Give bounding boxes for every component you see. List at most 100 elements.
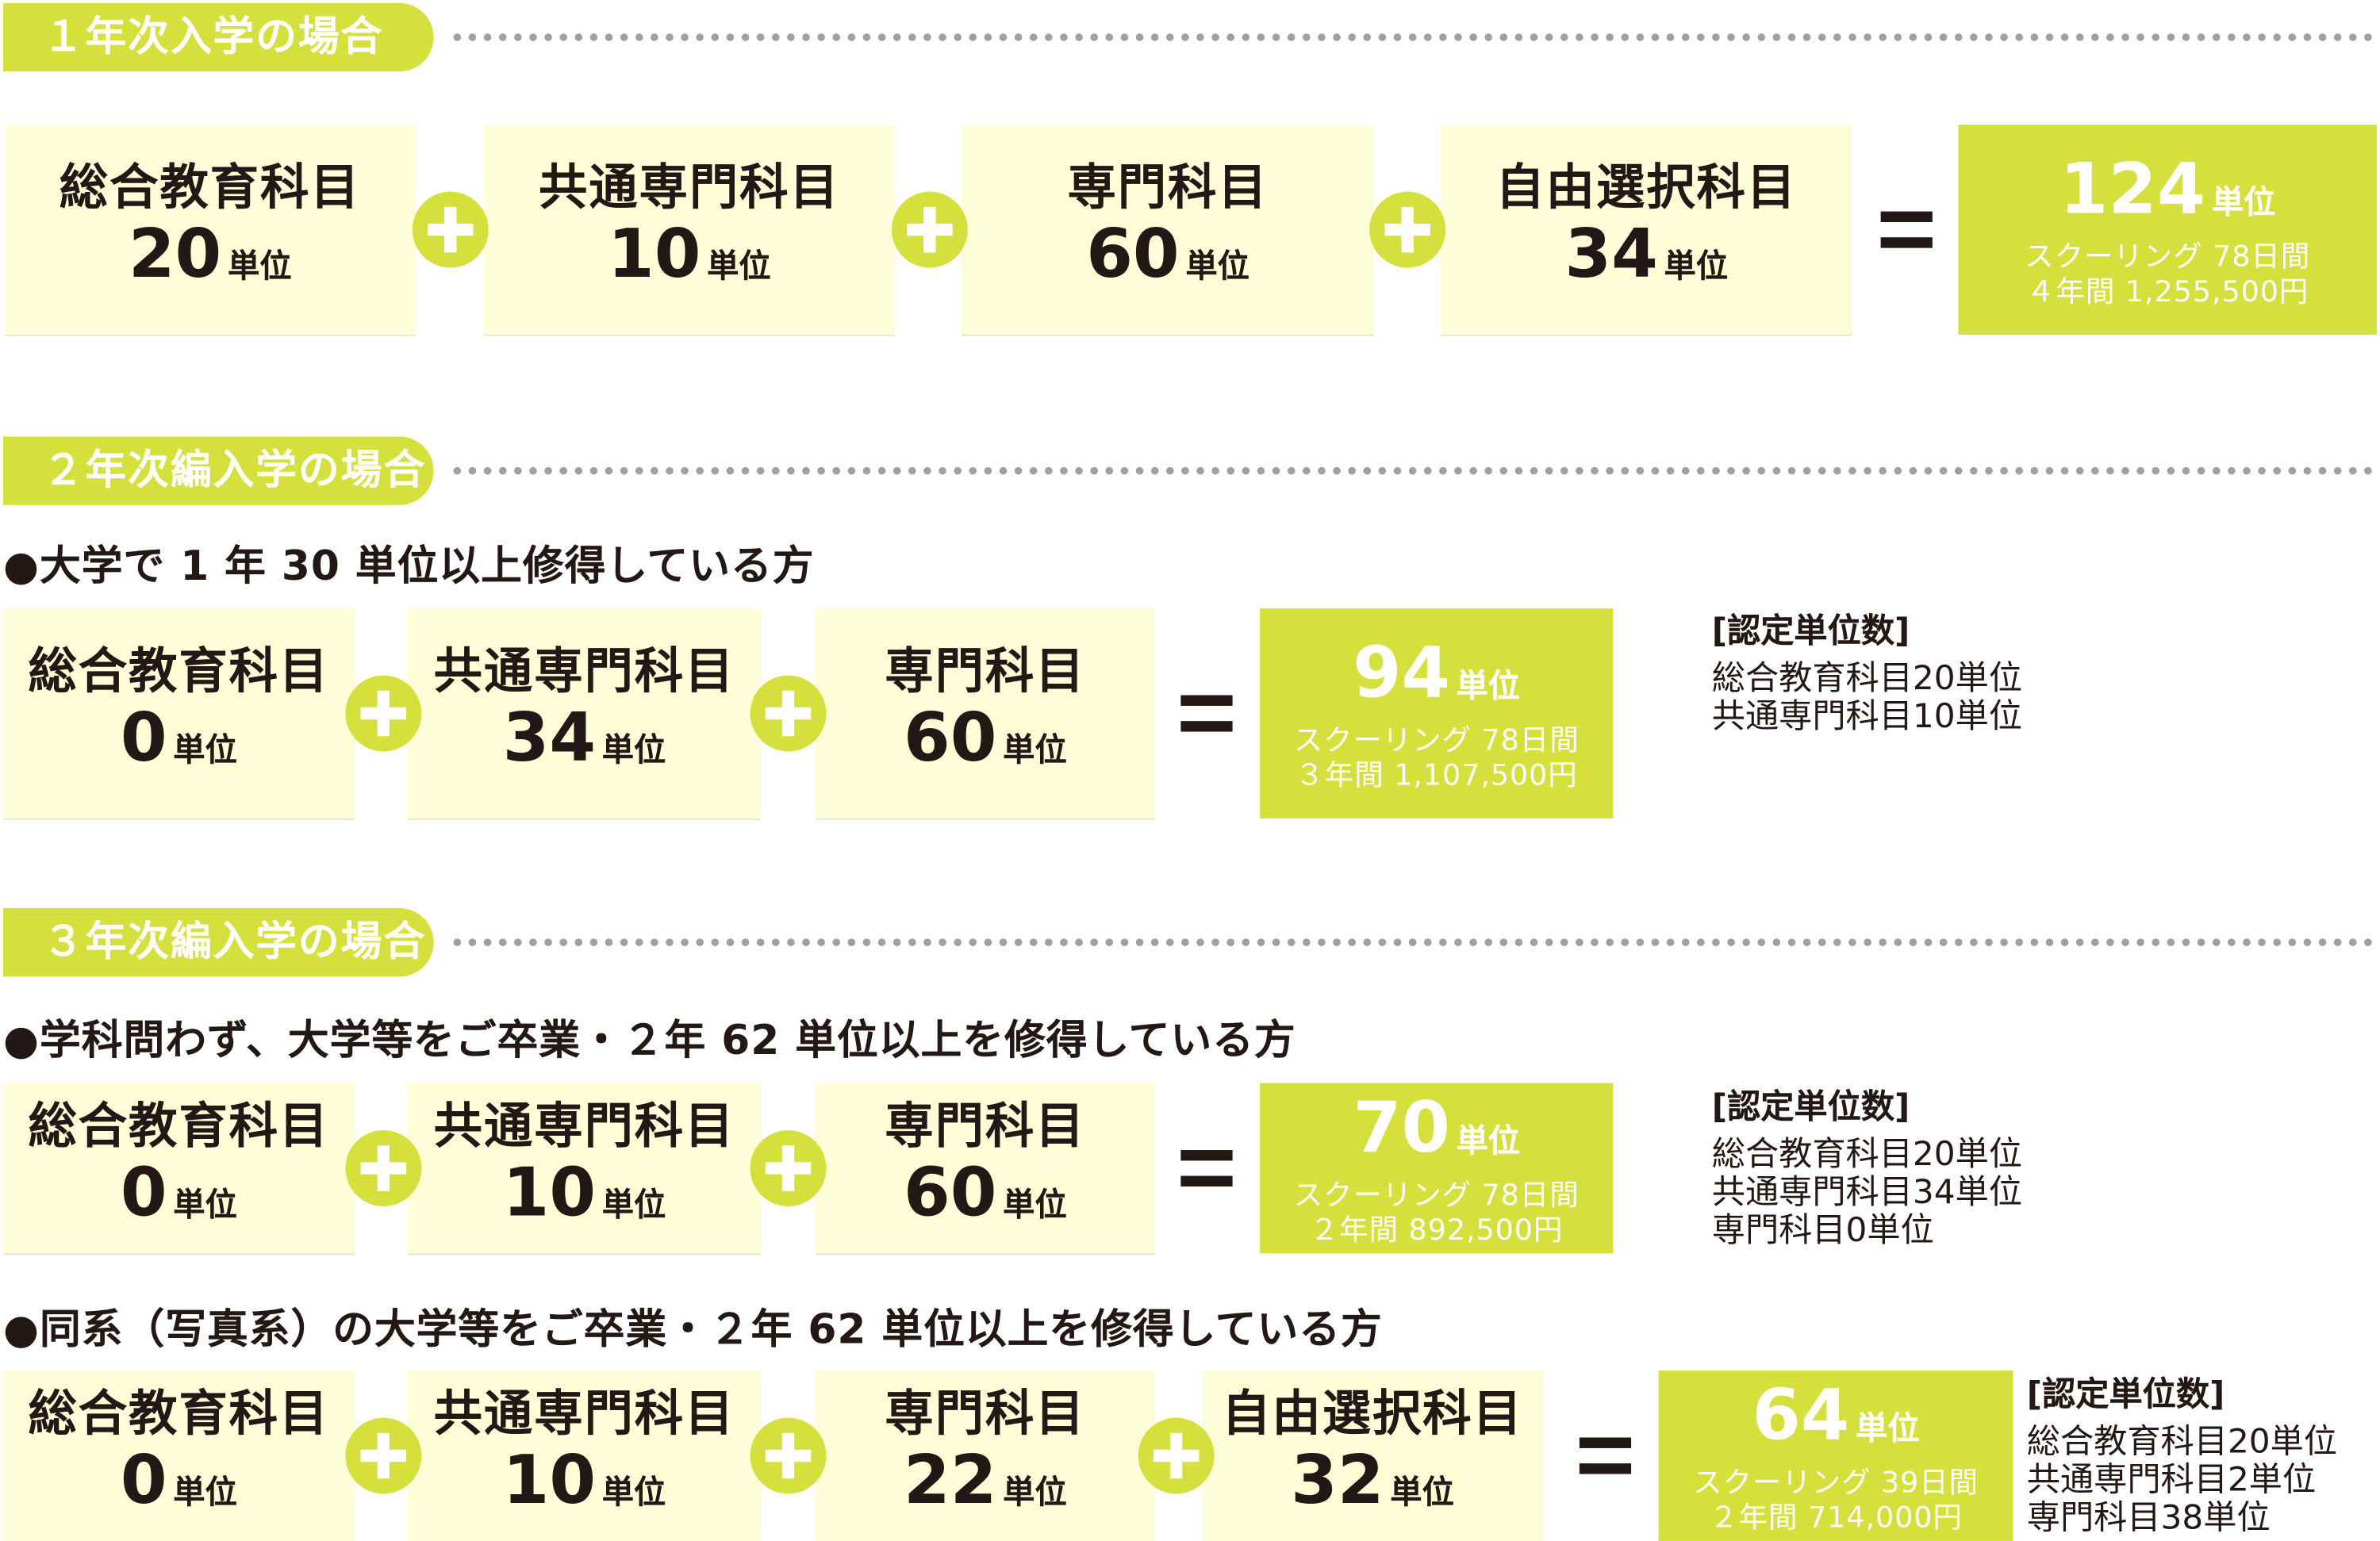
tuition-fee: ２年間 892,500円 [1309, 1213, 1564, 1247]
unit-label: 単位 [1003, 1186, 1067, 1223]
subject-box: 自由選択科目 34 単位 [1441, 125, 1852, 335]
subject-box: 総合教育科目 0 単位 [2, 1370, 355, 1541]
schooling-days: スクーリング 39日間 [1693, 1465, 1979, 1500]
case-subtitle: ●学科問わず、大学等をご卒業・２年 62 単位以上を修得している方 [2, 1018, 1296, 1065]
plus-icon [412, 191, 489, 268]
subject-units: 10 単位 [502, 1153, 666, 1242]
units-value: 60 [904, 1153, 997, 1232]
note-heading: [認定単位数] [2026, 1376, 2225, 1415]
units-value: 0 [120, 699, 167, 777]
unit-label: 単位 [1856, 1409, 1920, 1447]
units-value: 10 [608, 215, 701, 293]
subject-units: 60 単位 [904, 700, 1067, 787]
total-units-value: 70 [1353, 1085, 1450, 1168]
unit-label: 単位 [1456, 1121, 1521, 1159]
subject-name: 共通専門科目 [433, 1383, 735, 1442]
unit-label: 単位 [1456, 667, 1521, 704]
units-value: 32 [1291, 1441, 1384, 1520]
unit-label: 単位 [173, 1186, 237, 1223]
unit-label: 単位 [707, 247, 771, 284]
subject-units: 0 単位 [121, 700, 237, 787]
subject-units: 34 単位 [1564, 216, 1729, 303]
subject-box: 共通専門科目 34 単位 [408, 608, 761, 818]
note-line: 専門科目0単位 [1711, 1212, 1934, 1251]
total-box: 70 単位 スクーリング 78日間 ２年間 892,500円 [1260, 1083, 1614, 1254]
units-value: 10 [502, 1441, 597, 1520]
subject-units: 60 単位 [904, 1153, 1067, 1242]
section-header: １年次入学の場合 [2, 2, 434, 72]
subject-box: 共通専門科目 10 単位 [408, 1083, 761, 1254]
note-line: 専門科目38単位 [2026, 1500, 2271, 1539]
units-value: 0 [120, 1441, 167, 1520]
unit-label: 単位 [1664, 247, 1729, 284]
subject-units: 60 単位 [1086, 215, 1250, 303]
case-subtitle: ●同系（写真系）の大学等をご卒業・２年 62 単位以上を修得している方 [2, 1306, 1383, 1355]
dotted-divider [453, 466, 2374, 475]
unit-label: 単位 [1390, 1473, 1454, 1510]
note-line: 共通専門科目2単位 [2026, 1462, 2317, 1501]
total-units: 64 単位 [1752, 1376, 1920, 1466]
subject-name: 専門科目 [1067, 157, 1269, 216]
schooling-days: スクーリング 78日間 [1293, 723, 1580, 757]
subject-name: 専門科目 [885, 1383, 1086, 1442]
units-value: 60 [1086, 215, 1180, 293]
total-units: 124 単位 [2059, 150, 2275, 240]
plus-icon [1138, 1417, 1215, 1494]
subject-box: 総合教育科目 0 単位 [2, 608, 355, 818]
schooling-days: スクーリング 78日間 [2025, 240, 2311, 274]
plus-icon [750, 1130, 827, 1206]
unit-label: 単位 [1185, 247, 1250, 284]
subject-units: 22 単位 [904, 1441, 1067, 1529]
subject-name: 自由選択科目 [1495, 157, 1798, 216]
subject-name: 専門科目 [885, 641, 1086, 700]
dotted-divider [453, 938, 2374, 946]
tuition-fee: ４年間 1,255,500円 [2026, 274, 2309, 309]
units-value: 22 [904, 1441, 997, 1520]
subject-name: 共通専門科目 [538, 157, 840, 216]
equals-icon [1880, 211, 1933, 248]
unit-label: 単位 [601, 1473, 666, 1510]
subject-box: 専門科目 22 単位 [816, 1370, 1155, 1541]
subject-units: 0 単位 [120, 1441, 237, 1529]
plus-icon [750, 675, 827, 752]
note-line: 総合教育科目20単位 [1711, 660, 2023, 699]
subject-units: 34 単位 [503, 700, 666, 787]
note-line: 総合教育科目20単位 [1711, 1136, 2023, 1175]
equals-icon [1180, 1150, 1233, 1187]
tuition-fee: ３年間 1,107,500円 [1295, 758, 1578, 792]
subject-units: 10 単位 [502, 1441, 666, 1529]
total-box: 94 単位スクーリング 78日間 ３年間 1,107,500円 [1260, 608, 1614, 818]
plus-icon [345, 675, 422, 752]
subject-units: 20 単位 [128, 215, 292, 303]
note-heading: [認定単位数] [1711, 612, 1910, 651]
equals-icon [1180, 695, 1233, 732]
subject-box: 共通専門科目 10 単位 [483, 125, 895, 335]
subject-name: 総合教育科目 [28, 641, 330, 700]
equals-icon [1579, 1437, 1632, 1474]
unit-label: 単位 [173, 730, 237, 768]
note-line: 共通専門科目34単位 [1711, 1174, 2023, 1213]
total-units-value: 94 [1353, 631, 1450, 713]
total-units-value: 124 [2059, 147, 2206, 229]
recognized-credits-note: [認定単位数] 総合教育科目20単位 共通専門科目10単位 [1712, 613, 2022, 736]
plus-icon [345, 1417, 422, 1494]
total-box: 64 単位 スクーリング 39日間 ２年間 714,000円 [1658, 1370, 2013, 1541]
subject-units: 0 単位 [121, 1155, 237, 1242]
units-value: 10 [502, 1153, 597, 1232]
subject-name: 自由選択科目 [1222, 1383, 1523, 1442]
unit-label: 単位 [601, 730, 666, 768]
note-line: 総合教育科目20単位 [2026, 1424, 2338, 1462]
subject-box: 自由選択科目 32 単位 [1202, 1370, 1543, 1541]
unit-label: 単位 [173, 1473, 237, 1510]
units-value: 60 [904, 699, 997, 777]
unit-label: 単位 [1003, 1473, 1067, 1510]
units-value: 20 [128, 215, 222, 293]
tuition-fee: ２年間 714,000円 [1709, 1501, 1963, 1535]
subject-box: 専門科目 60 単位 [962, 125, 1374, 335]
note-heading: [認定単位数] [1711, 1089, 1910, 1128]
subject-name: 専門科目 [885, 1095, 1086, 1154]
subject-box: 共通専門科目 10 単位 [408, 1370, 761, 1541]
unit-label: 単位 [2211, 183, 2276, 220]
subject-name: 共通専門科目 [433, 641, 735, 700]
